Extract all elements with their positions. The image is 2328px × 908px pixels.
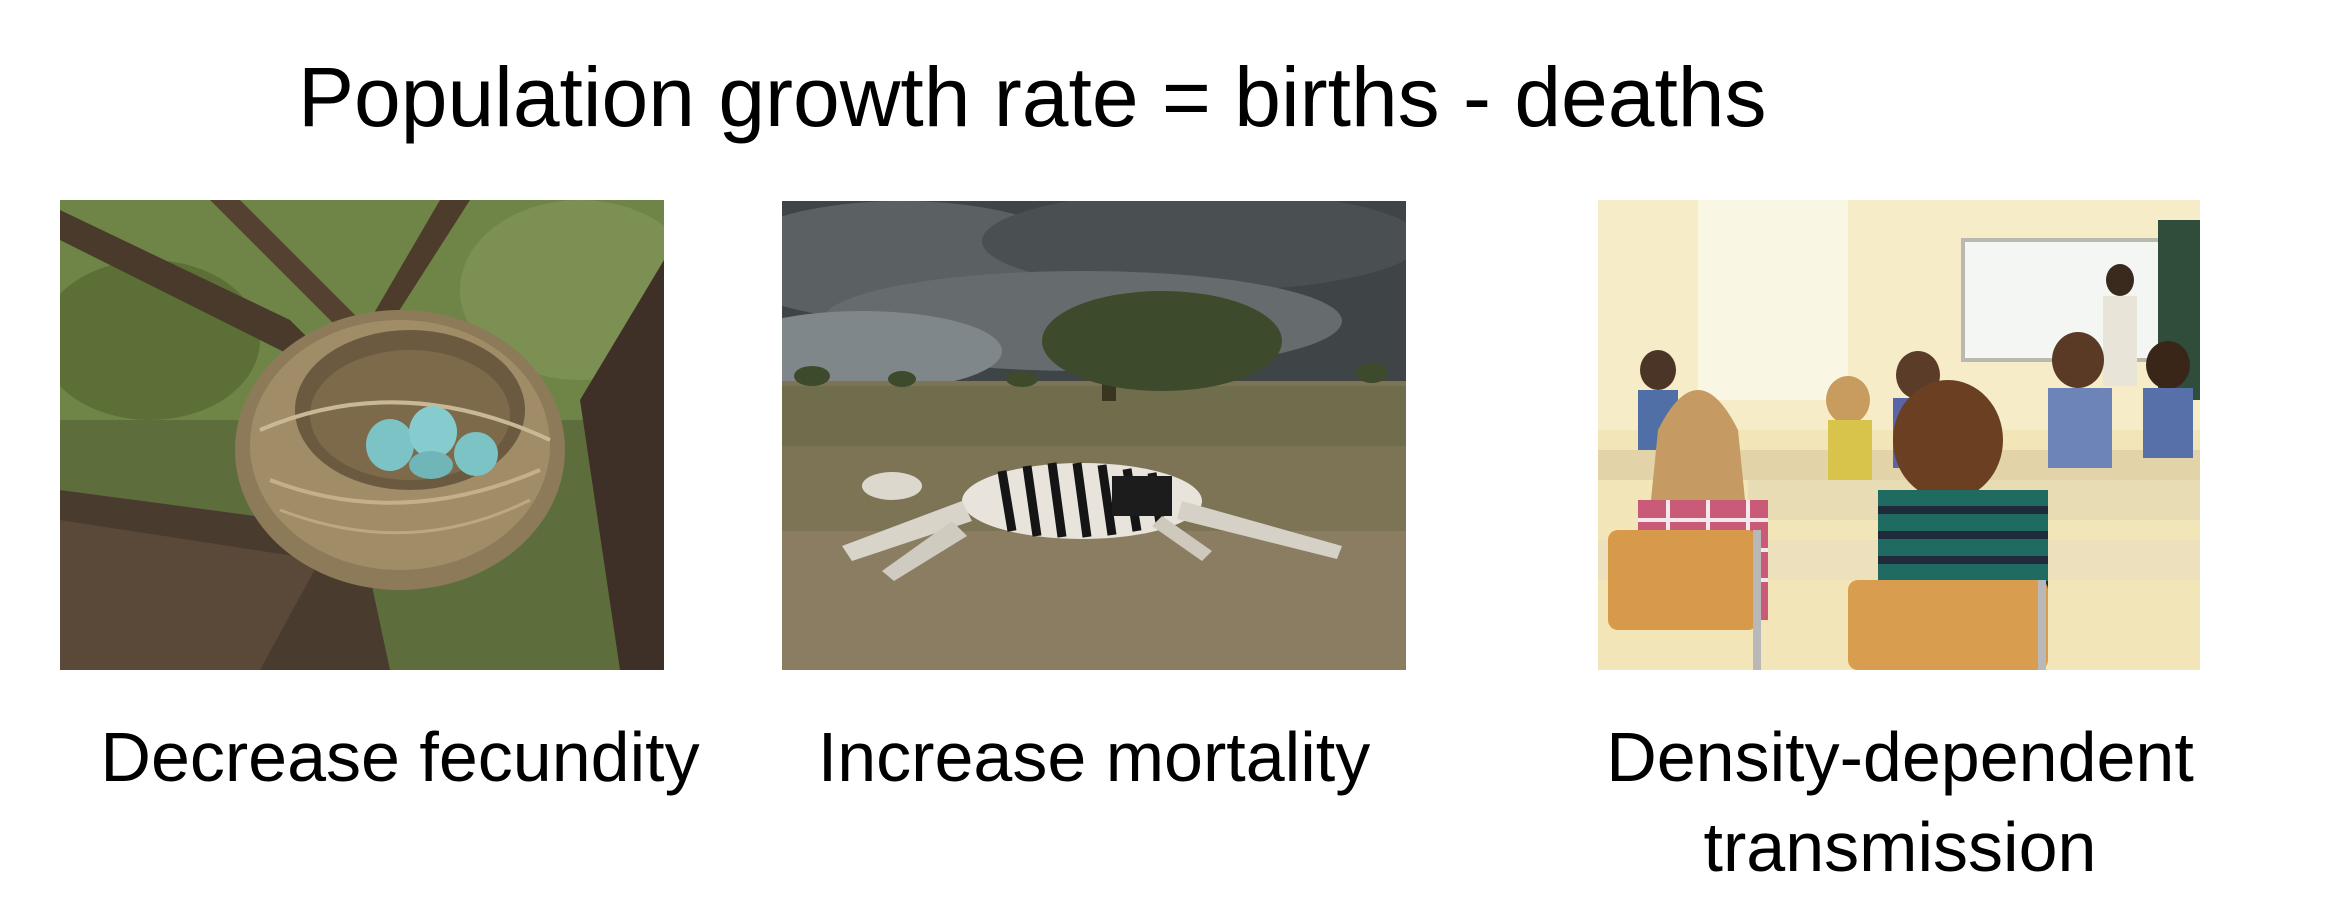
caption-decrease-fecundity: Decrease fecundity: [100, 718, 700, 796]
slide-title: Population growth rate = births - deaths: [298, 50, 1767, 144]
nest-photo: [60, 200, 664, 670]
zebra-photo: [782, 201, 1406, 670]
caption-density-dependent-transmission: Density-dependent transmission: [1606, 718, 2194, 886]
caption-increase-mortality: Increase mortality: [817, 718, 1371, 796]
classroom-photo: [1598, 200, 2200, 670]
